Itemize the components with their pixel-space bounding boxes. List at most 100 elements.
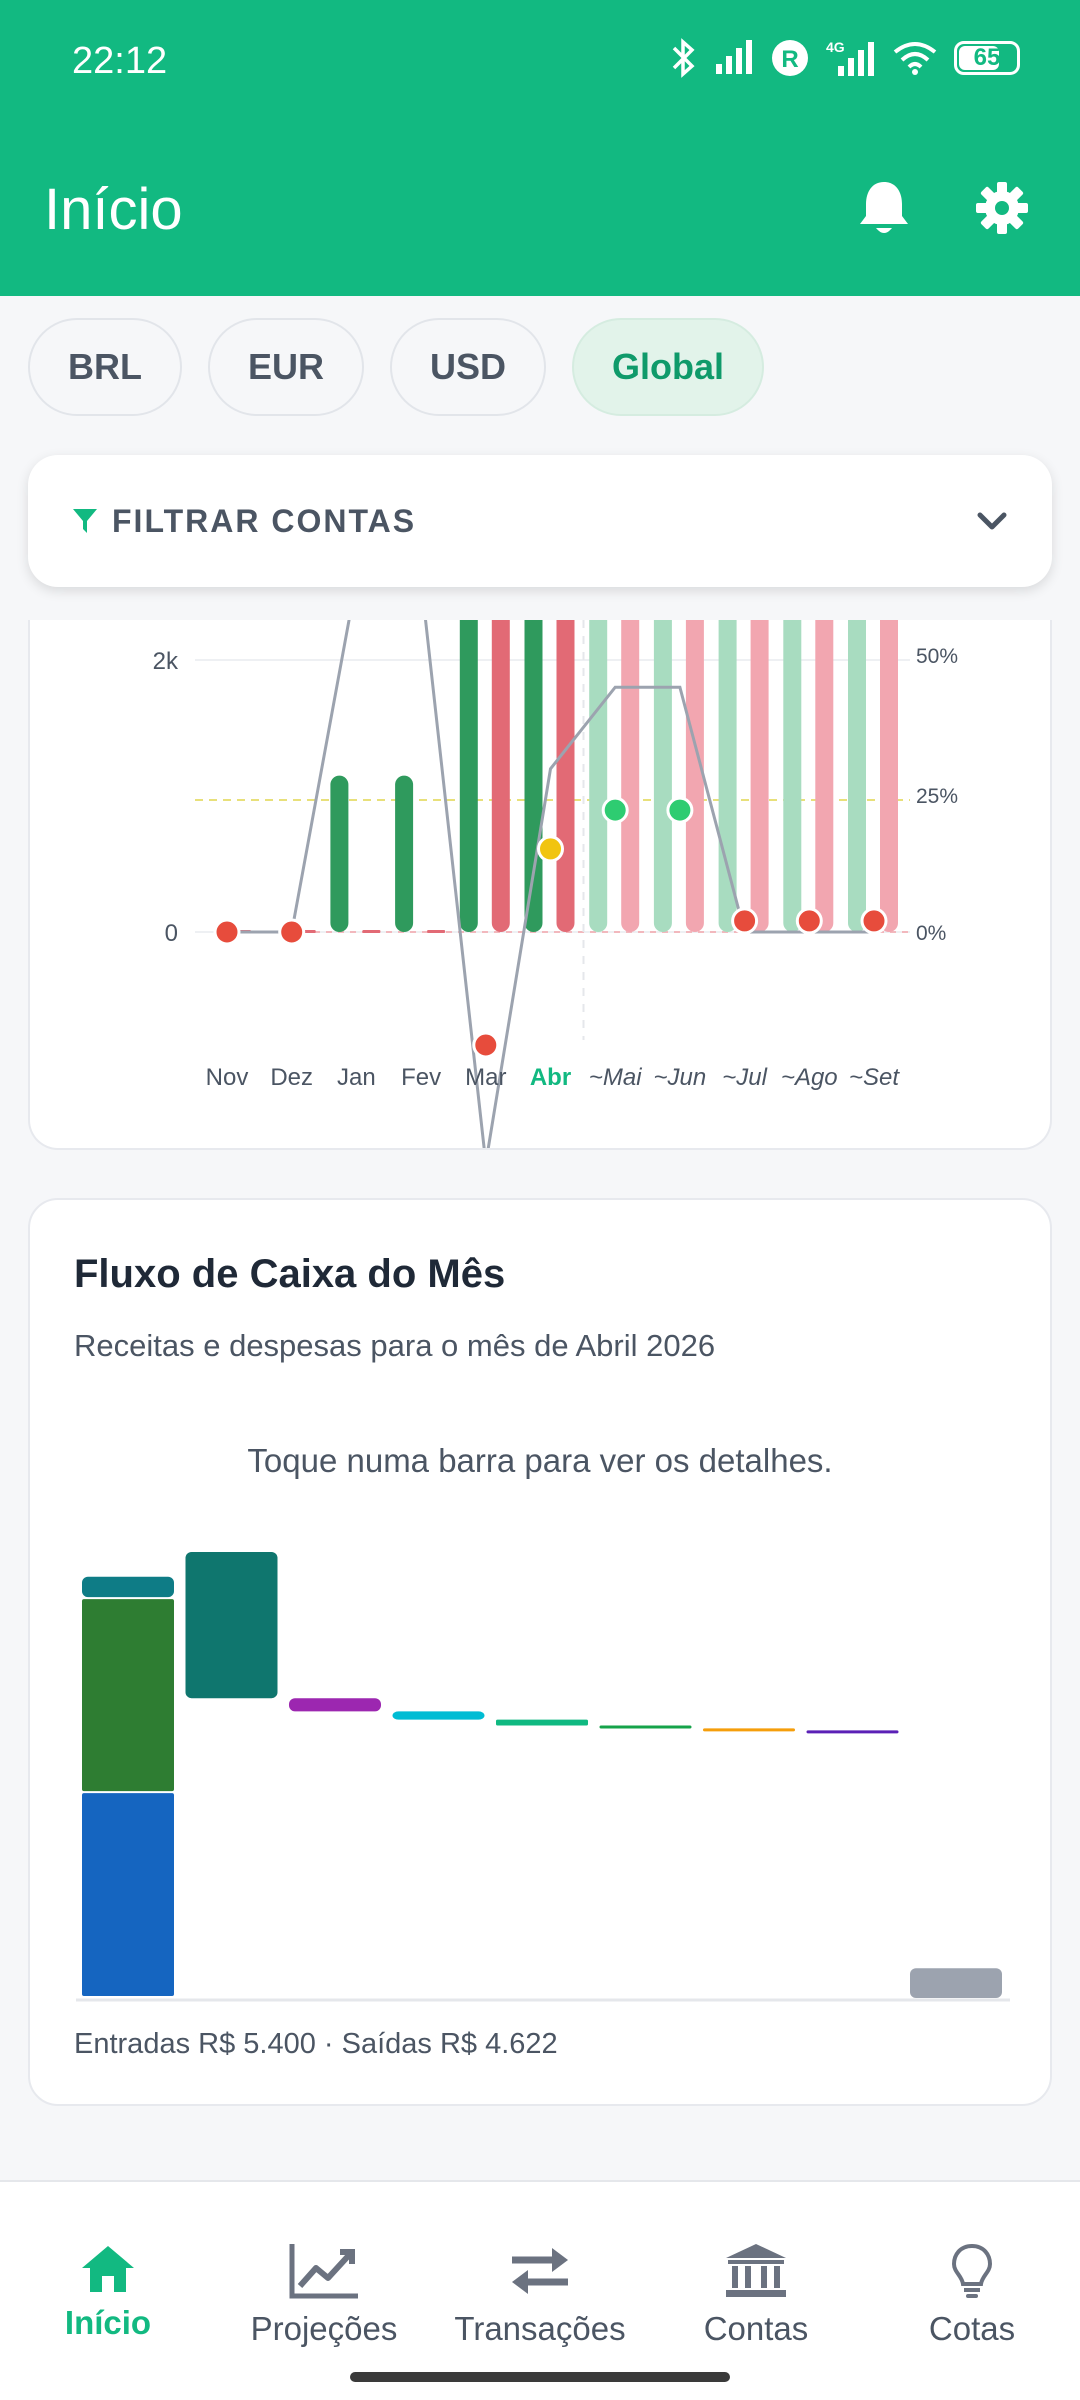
outflow-bar (496, 1719, 588, 1726)
bank-icon (726, 2244, 786, 2297)
svg-text:4G: 4G (826, 39, 845, 55)
rate-point (472, 1031, 500, 1059)
rate-point (666, 796, 694, 824)
chevron-down-icon (977, 512, 1007, 530)
outflow-bar (703, 1728, 795, 1732)
y2-tick-label: 0% (916, 922, 946, 945)
income-bar (653, 620, 672, 932)
bottom-navigation: Início Projeções Transações Contas Cotas (0, 2180, 1080, 2400)
svg-text:R: R (781, 46, 798, 73)
overview-chart-card: 02k3k0%25%50%NovDezJanFevMarAbr~Mai~Jun~… (28, 620, 1052, 1150)
bluetooth-icon (672, 38, 695, 78)
income-bar (330, 775, 349, 932)
page-title: Início (44, 177, 183, 242)
expense-bar (362, 930, 381, 933)
chart-line-icon (289, 2244, 358, 2299)
balance-line (227, 620, 874, 1148)
x-tick-label: ~Mai (589, 1064, 642, 1091)
income-segment-bar (82, 1576, 174, 1598)
rate-point (278, 918, 306, 946)
home-icon (82, 2246, 134, 2292)
x-tick-label: ~Set (849, 1064, 900, 1091)
expense-bar (621, 620, 640, 932)
x-tick-label: Dez (270, 1064, 313, 1091)
cashflow-totals: Entradas R$ 5.400 · Saídas R$ 4.622 (74, 2028, 558, 2060)
cashflow-hint: Toque numa barra para ver os detalhes. (247, 1442, 833, 1479)
rate-point (860, 907, 888, 935)
income-bar (589, 620, 608, 932)
battery-indicator: 65 (954, 41, 1020, 75)
nav-transacoes[interactable]: Transações (432, 2242, 648, 2348)
outflow-bar (185, 1552, 278, 1699)
tab-usd[interactable]: USD (390, 318, 547, 416)
outflow-bar (289, 1698, 381, 1712)
nav-projecoes[interactable]: Projeções (216, 2242, 432, 2348)
y2-tick-label: 50% (916, 645, 958, 668)
filter-label: FILTRAR CONTAS (112, 502, 417, 539)
notifications-button[interactable] (848, 172, 920, 244)
x-tick-label: ~Jun (654, 1064, 707, 1091)
cashflow-subtitle: Receitas e despesas para o mês de Abril … (74, 1328, 716, 1363)
rate-point (537, 835, 564, 863)
filter-icon (73, 509, 97, 533)
cashflow-waterfall-chart[interactable] (30, 1500, 1054, 2010)
rate-point (601, 796, 629, 824)
x-tick-label: Fev (401, 1064, 441, 1091)
roaming-icon: R (772, 40, 808, 76)
status-time: 22:12 (72, 40, 168, 82)
y-tick-label: 0 (165, 920, 178, 947)
settings-button[interactable] (966, 172, 1038, 244)
expense-bar (685, 620, 704, 932)
x-tick-label: Nov (206, 1064, 249, 1091)
outflow-bar (806, 1730, 899, 1734)
income-bar (718, 620, 737, 932)
wifi-icon (893, 42, 937, 75)
cashflow-title: Fluxo de Caixa do Mês (74, 1252, 506, 1296)
outflow-bar (392, 1711, 485, 1720)
expense-bar (750, 620, 769, 932)
signal-icon (716, 40, 752, 74)
overview-chart[interactable]: 02k3k0%25%50%NovDezJanFevMarAbr~Mai~Jun~… (30, 620, 1052, 1150)
y-tick-label: 2k (153, 648, 179, 675)
x-tick-label: ~Jul (722, 1064, 767, 1091)
lightbulb-icon (951, 2243, 993, 2298)
account-filter-dropdown[interactable]: FILTRAR CONTAS (28, 455, 1052, 587)
rate-point (213, 918, 241, 946)
tab-eur[interactable]: EUR (208, 318, 365, 416)
status-icons: R 4G 65 (668, 38, 1020, 78)
expense-bar (880, 620, 898, 932)
transfer-icon (512, 2248, 568, 2294)
expense-bar (491, 620, 510, 932)
x-tick-label: Abr (530, 1064, 571, 1091)
app-header: 22:12 R 4G 65 Início (0, 0, 1080, 296)
expense-bar (815, 620, 834, 932)
gesture-home-bar (350, 2372, 730, 2382)
outflow-bar (599, 1725, 692, 1729)
bell-icon (860, 182, 908, 233)
income-bar (848, 620, 866, 932)
rate-point (795, 907, 823, 935)
tab-brl[interactable]: BRL (28, 318, 182, 416)
nav-inicio[interactable]: Início (0, 2242, 216, 2342)
x-tick-label: ~Ago (781, 1064, 838, 1091)
income-segment-bar (82, 1793, 174, 1996)
x-tick-label: Mar (465, 1064, 506, 1091)
y2-tick-label: 25% (916, 785, 958, 808)
income-segment-bar (82, 1599, 174, 1792)
rate-point (731, 907, 759, 935)
remaining-bar (910, 1968, 1002, 1998)
nav-contas[interactable]: Contas (648, 2242, 864, 2348)
expense-bar (556, 620, 575, 932)
cashflow-card: Fluxo de Caixa do Mês Receitas e despesa… (28, 1198, 1052, 2106)
income-bar (524, 620, 543, 932)
signal-4g-icon: 4G (826, 39, 874, 76)
gear-icon (976, 182, 1028, 234)
nav-cotas[interactable]: Cotas (864, 2242, 1080, 2348)
tab-global[interactable]: Global (572, 318, 765, 416)
income-bar (395, 775, 414, 932)
currency-tabs: BRL EUR USD Global (28, 318, 765, 416)
x-tick-label: Jan (337, 1064, 376, 1091)
income-bar (783, 620, 802, 932)
expense-bar (427, 930, 446, 933)
income-bar (459, 620, 478, 932)
